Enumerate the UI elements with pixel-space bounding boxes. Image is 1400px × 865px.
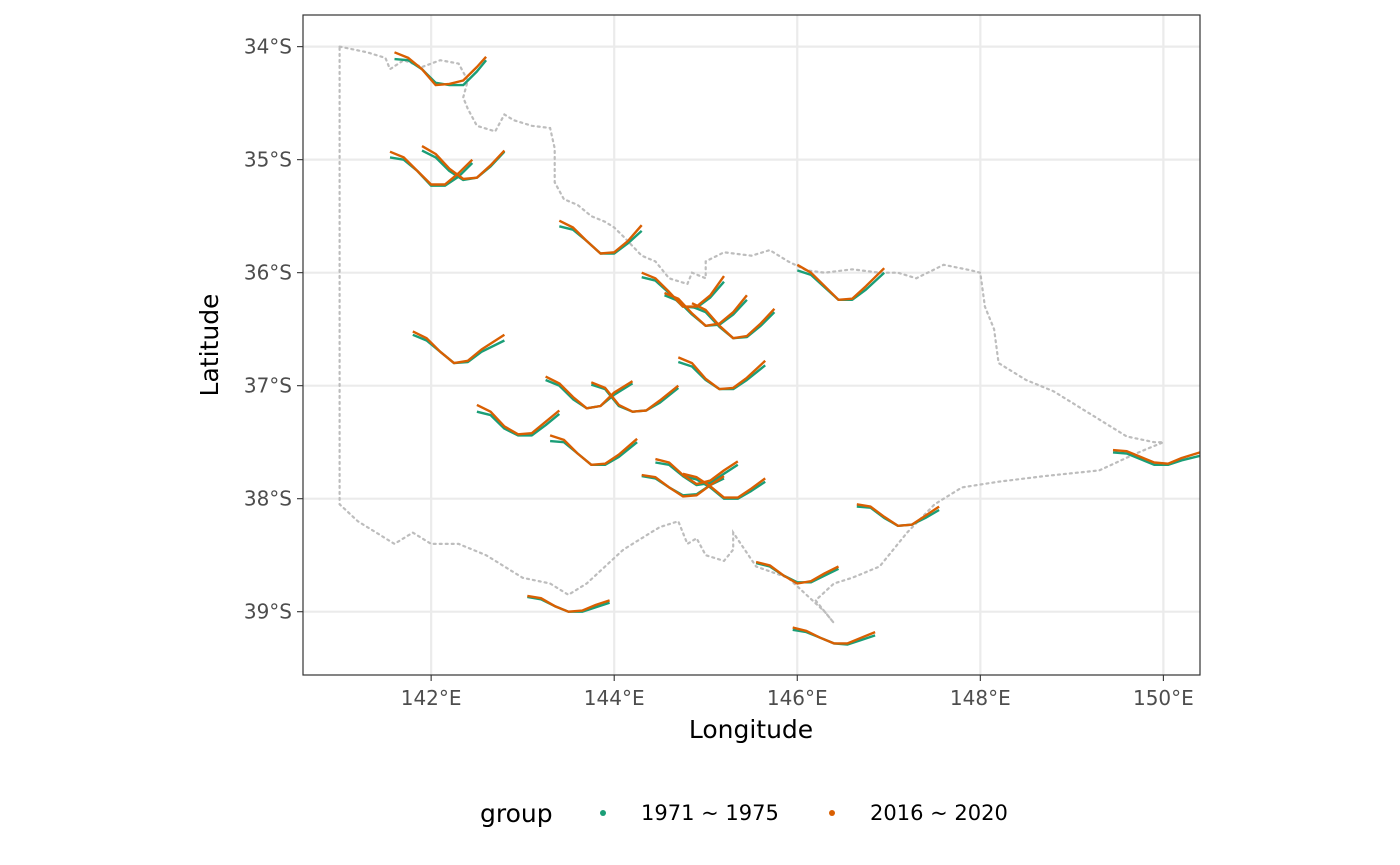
series-2-curve-2 [389,150,474,186]
series-2-curve-22 [1112,448,1201,465]
panel-border [302,14,1201,676]
x-tick-label: 144°E [584,686,645,710]
y-tick-label: 34°S [244,35,292,59]
series-2-curve-8 [590,381,680,413]
series-2-curve-12 [691,302,776,340]
series-2-curve-5 [412,330,506,365]
series-2-curve-21 [792,626,876,645]
series-2-curve-3 [421,145,506,181]
series-group [389,51,1201,646]
series-1-curve-22 [1112,451,1201,466]
series-2-curve-18 [856,503,940,527]
series-2-curve-10 [641,271,725,308]
series-2-curve-1 [394,51,487,87]
legend-key-2016-2020 [829,810,835,816]
y-tick-label: 36°S [244,261,292,285]
series-2-curve-9 [549,434,638,466]
y-tick-label: 38°S [244,487,292,511]
x-tick-label: 150°E [1133,686,1194,710]
x-tick-label: 146°E [767,686,828,710]
state-boundary-line [338,45,1164,624]
y-tick-label: 35°S [244,148,292,172]
x-tick-label: 142°E [401,686,462,710]
series-2-curve-7 [545,375,634,410]
grid [303,15,1200,675]
series-2-curve-15 [655,457,739,486]
state-boundary [338,45,1164,624]
series-2-curve-14 [796,263,886,301]
y-axis-title: Latitude [195,294,224,397]
x-axis-title: Longitude [689,715,813,744]
series-2-curve-19 [755,560,840,585]
series-2-curve-4 [558,219,643,255]
legend-label-2016-2020: 2016 ~ 2020 [870,801,1008,825]
legend-key-1971-1975 [600,810,606,816]
series-2-curve-13 [677,356,767,391]
legend-label-1971-1975: 1971 ~ 1975 [641,801,779,825]
series-2-curve-6 [476,403,561,436]
legend-title: group [480,799,553,828]
series-2-curve-17 [682,472,766,499]
y-tick-label: 37°S [244,374,292,398]
series-2-curve-11 [664,291,748,327]
series-2 [389,51,1201,645]
x-tick-label: 148°E [950,686,1011,710]
series-2-curve-20 [527,594,610,613]
y-tick-label: 39°S [244,600,292,624]
axes: 142°E 144°E 146°E 148°E 150°E 34°S 35°S 36°S 37°… [244,35,1194,710]
legend: group 1971 ~ 1975 2016 ~ 2020 [480,799,1008,828]
